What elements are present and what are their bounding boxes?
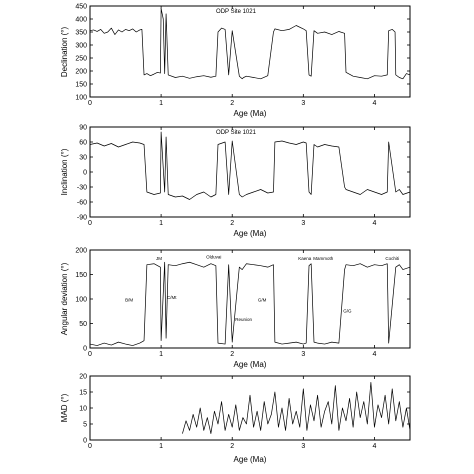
annotation-label: JM xyxy=(156,256,162,261)
ytick-label: 450 xyxy=(75,4,87,11)
annotations-angular-deviation: B/M JM C/Mt Olduvai Reunion G/M Kaena Mammoth G/… xyxy=(125,254,399,322)
xtick-label: 4 xyxy=(372,443,376,450)
ylabel-declination: Declination (°) xyxy=(60,27,69,78)
ytick-label: 0 xyxy=(83,170,87,177)
ytick-label: -90 xyxy=(77,215,87,222)
series-line-declination xyxy=(89,8,411,80)
ytick-label: -60 xyxy=(77,200,87,207)
yticks-inclination: -90 -60 -30 0 30 60 90 xyxy=(77,125,410,222)
ytick-label: 200 xyxy=(75,69,87,76)
xtick-label: 3 xyxy=(301,100,305,107)
xtick-label: 1 xyxy=(159,100,163,107)
xlabel-inclination: Age (Ma) xyxy=(234,229,267,238)
xtick-label: 1 xyxy=(159,220,163,227)
yticks-mad: 0 5 10 15 20 xyxy=(79,374,410,445)
xtick-label: 2 xyxy=(230,220,234,227)
series-line-inclination xyxy=(89,131,411,200)
xticks-angular-deviation: 0 1 2 3 4 xyxy=(88,250,376,358)
panel-inclination: ODP Site 1021 Inclination (°) Age (Ma) 0… xyxy=(60,125,411,238)
ylabel-angular-deviation: Angular deviation (°) xyxy=(60,262,69,335)
xtick-label: 0 xyxy=(88,351,92,358)
ytick-label: 150 xyxy=(75,272,87,279)
ytick-label: 15 xyxy=(79,390,87,397)
ytick-label: 250 xyxy=(75,56,87,63)
xlabel-mad: Age (Ma) xyxy=(234,455,267,464)
ytick-label: 50 xyxy=(79,321,87,328)
ytick-label: 10 xyxy=(79,406,87,413)
panel-angular-deviation: Angular deviation (°) Age (Ma) 0 1 2 3 4 0 50… xyxy=(60,248,411,369)
ytick-label: 0 xyxy=(83,346,87,353)
ytick-label: 100 xyxy=(75,95,87,102)
xtick-label: 3 xyxy=(301,220,305,227)
yticks-angular-deviation: 0 50 100 150 200 xyxy=(75,248,410,353)
series-line-angular-deviation xyxy=(89,261,411,346)
plot-frame-declination xyxy=(89,5,411,98)
ytick-label: -30 xyxy=(77,185,87,192)
annotation-label: Reunion xyxy=(235,317,252,322)
xtick-label: 0 xyxy=(88,100,92,107)
ytick-label: 5 xyxy=(83,422,87,429)
ytick-label: 20 xyxy=(79,374,87,381)
xticks-mad: 0 1 2 3 4 xyxy=(88,376,376,450)
ytick-label: 200 xyxy=(75,248,87,255)
xtick-label: 2 xyxy=(230,100,234,107)
xtick-label: 4 xyxy=(372,100,376,107)
ytick-label: 90 xyxy=(79,125,87,132)
annotation-label: C/Mt xyxy=(167,295,177,300)
annotation-label: Cochiti xyxy=(385,256,399,261)
xtick-label: 1 xyxy=(159,351,163,358)
xtick-label: 4 xyxy=(372,351,376,358)
panel-declination: ODP Site 1021 Declination (°) Age (Ma) 0… xyxy=(60,4,411,118)
xticks-declination: 0 1 2 3 4 xyxy=(88,6,376,107)
annotation-label: B/M xyxy=(125,297,133,302)
xlabel-angular-deviation: Age (Ma) xyxy=(234,360,267,369)
annotation-label: Olduvai xyxy=(206,254,221,259)
ytick-label: 350 xyxy=(75,30,87,37)
xtick-label: 0 xyxy=(88,443,92,450)
yticks-declination: 100 150 200 250 300 350 400 450 xyxy=(75,4,410,102)
panel-mad: MAD (°) Age (Ma) 0 1 2 3 4 0 5 10 15 20 xyxy=(60,374,411,464)
plot-frame-inclination xyxy=(89,126,411,218)
xtick-label: 3 xyxy=(301,351,305,358)
xlabel-declination: Age (Ma) xyxy=(234,109,267,118)
xticks-inclination: 0 1 2 3 4 xyxy=(88,127,376,227)
xtick-label: 2 xyxy=(230,443,234,450)
ytick-label: 30 xyxy=(79,155,87,162)
annotation-label: Kaena xyxy=(298,256,312,261)
annotation-label: G/G xyxy=(343,309,352,314)
annotation-label: G/M xyxy=(258,297,267,302)
xtick-label: 4 xyxy=(372,220,376,227)
ylabel-mad: MAD (°) xyxy=(60,393,69,422)
ytick-label: 60 xyxy=(79,140,87,147)
ytick-label: 100 xyxy=(75,297,87,304)
xtick-label: 2 xyxy=(230,351,234,358)
ytick-label: 0 xyxy=(83,438,87,445)
title-inclination: ODP Site 1021 xyxy=(216,130,257,136)
annotation-label: Mammoth xyxy=(313,256,334,261)
ytick-label: 150 xyxy=(75,82,87,89)
ytick-label: 300 xyxy=(75,43,87,50)
ytick-label: 400 xyxy=(75,17,87,24)
xtick-label: 0 xyxy=(88,220,92,227)
ylabel-inclination: Inclination (°) xyxy=(60,148,69,195)
xtick-label: 1 xyxy=(159,443,163,450)
series-line-mad xyxy=(182,382,411,434)
xtick-label: 3 xyxy=(301,443,305,450)
title-declination: ODP Site 1021 xyxy=(216,9,257,15)
